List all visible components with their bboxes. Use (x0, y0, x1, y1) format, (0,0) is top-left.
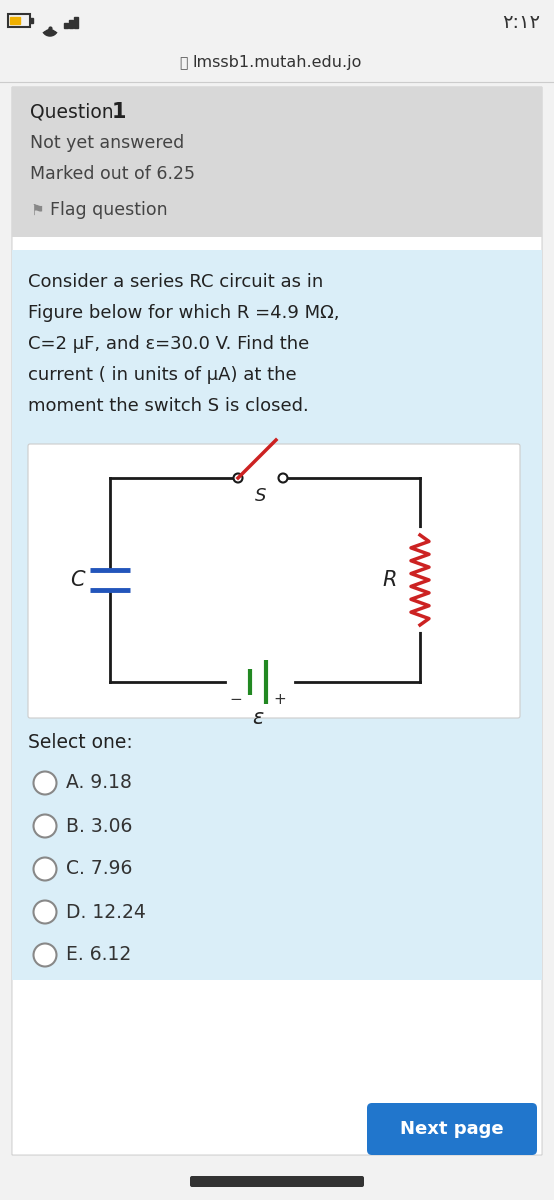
FancyBboxPatch shape (367, 1103, 537, 1154)
Text: ε: ε (253, 708, 264, 728)
Text: current ( in units of μA) at the: current ( in units of μA) at the (28, 366, 296, 384)
Bar (10, 17, 20, 24)
Circle shape (279, 474, 288, 482)
Circle shape (33, 900, 57, 924)
Text: E. 6.12: E. 6.12 (66, 946, 131, 965)
Text: +: + (274, 692, 286, 708)
Text: Next page: Next page (400, 1120, 504, 1138)
FancyBboxPatch shape (12, 86, 542, 1154)
Bar (8, 14, 30, 26)
Text: Flag question: Flag question (50, 200, 168, 218)
Circle shape (33, 858, 57, 881)
Circle shape (33, 772, 57, 794)
Circle shape (33, 943, 57, 966)
Text: Select one:: Select one: (28, 732, 133, 751)
Text: Question: Question (30, 102, 120, 121)
Text: C: C (70, 570, 84, 590)
FancyBboxPatch shape (12, 86, 542, 236)
Bar (0, 44, 554, 82)
Text: B. 3.06: B. 3.06 (66, 816, 132, 835)
Text: A. 9.18: A. 9.18 (66, 774, 132, 792)
Text: moment the switch S is closed.: moment the switch S is closed. (28, 397, 309, 415)
Text: S: S (255, 487, 266, 505)
Text: ⚑: ⚑ (30, 203, 44, 217)
Text: C. 7.96: C. 7.96 (66, 859, 132, 878)
Bar (0, 0, 554, 44)
Text: C=2 μF, and ε=30.0 V. Find the: C=2 μF, and ε=30.0 V. Find the (28, 335, 309, 353)
Circle shape (33, 815, 57, 838)
Bar (74, 17, 78, 28)
Text: −: − (229, 692, 243, 708)
Circle shape (233, 474, 243, 482)
FancyBboxPatch shape (190, 1176, 364, 1187)
FancyBboxPatch shape (12, 250, 542, 980)
Text: ٢:١٢: ٢:١٢ (502, 12, 540, 31)
Bar (69, 20, 73, 28)
Text: lmssb1.mutah.edu.jo: lmssb1.mutah.edu.jo (192, 55, 362, 71)
Text: R: R (383, 570, 397, 590)
Text: Marked out of 6.25: Marked out of 6.25 (30, 164, 195, 182)
Text: Consider a series RC circuit as in: Consider a series RC circuit as in (28, 272, 323, 290)
Bar (64, 23, 68, 28)
Text: Not yet answered: Not yet answered (30, 134, 184, 152)
Text: Figure below for which R =4.9 MΩ,: Figure below for which R =4.9 MΩ, (28, 304, 340, 322)
Text: D. 12.24: D. 12.24 (66, 902, 146, 922)
FancyBboxPatch shape (28, 444, 520, 718)
Text: 🔒: 🔒 (179, 56, 187, 70)
Bar (30, 18, 33, 23)
Text: 1: 1 (112, 102, 126, 122)
